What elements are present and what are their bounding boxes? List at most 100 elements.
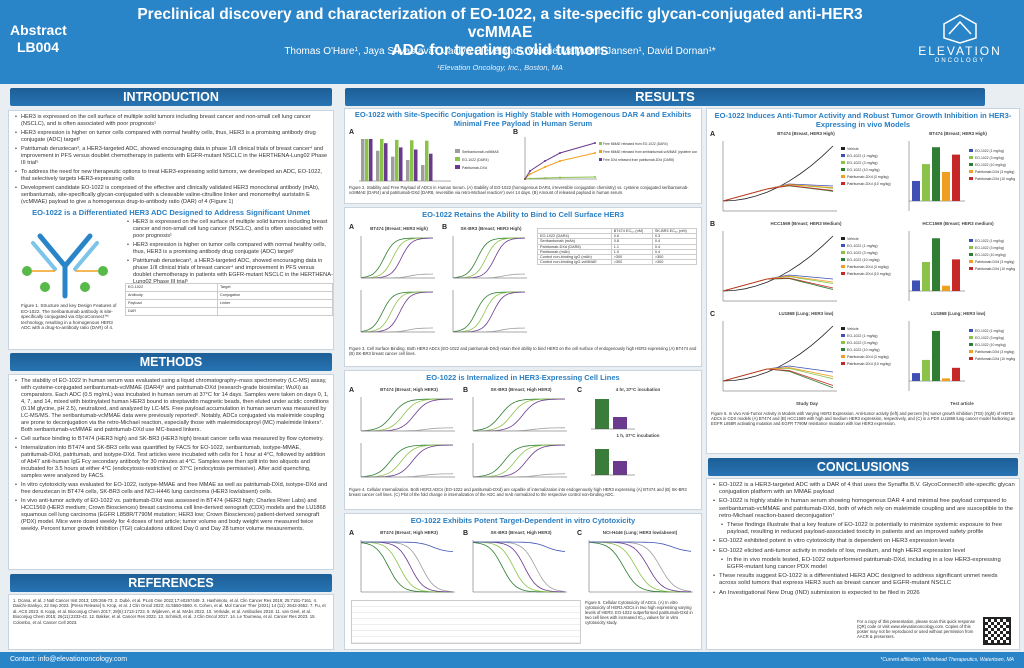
internalization-b-title: SK-BR3 (Breast; High HER3) — [490, 387, 552, 392]
curve-series — [588, 542, 691, 593]
curve-series — [473, 541, 565, 593]
growth-series — [722, 278, 834, 292]
in-vivo-xlabel: Study Day — [795, 401, 818, 406]
figure-5c-label: C — [577, 530, 583, 537]
curve-series — [361, 327, 433, 333]
figure-4a-label: A — [349, 387, 355, 394]
bar — [414, 149, 418, 181]
legend-swatch — [969, 343, 973, 346]
growth-series — [722, 185, 834, 202]
title-line-2: ADC for treating solid tumors — [391, 42, 609, 59]
growth-series — [722, 145, 834, 202]
in-vivo-bar-title: BT474 (Breast; HER3 High) — [929, 131, 987, 136]
in-vivo-line-title: BT474 (Breast, HER3 High) — [777, 131, 835, 136]
curve-series — [360, 541, 453, 593]
binding-curve-a1 — [360, 236, 435, 279]
affiliation-note: *Current affiliation: Whitehead Therapeu… — [880, 657, 1014, 663]
bar — [922, 359, 930, 381]
internalization-c-title-1: 4 hr, 37°C incubation — [615, 387, 661, 392]
abstract-id: LB004 — [16, 39, 60, 55]
table-cell: >300 — [651, 259, 698, 266]
bar — [613, 461, 627, 475]
curve-series — [361, 444, 453, 478]
intro-bullet: Patritumab deruxtecan³, a HER3-targeted … — [13, 146, 329, 167]
cytotox-curve-c — [588, 540, 693, 593]
legend-swatch — [969, 239, 973, 242]
curve-series — [473, 398, 566, 432]
curve-series — [472, 398, 565, 431]
legend-label: EO-1022 (10 mg/kg) — [975, 163, 1006, 167]
legend-label: Free MMAE released from EO-1022 (DAR4) — [603, 142, 668, 146]
legend-label: EO-1022 (10 mg/kg) — [975, 343, 1006, 347]
legend-swatch — [841, 265, 845, 268]
bar — [952, 259, 960, 291]
cytotox-b-title: SK-BR3 (Breast; High HER3) — [490, 530, 552, 535]
curve-series — [361, 444, 453, 478]
in-vivo-line-title: LU1868 (Lung; HER3 low) — [778, 311, 834, 316]
legend-label: Vehicle — [847, 237, 859, 241]
curve-series — [361, 427, 454, 432]
binding-curve-b2 — [452, 290, 527, 333]
curve-series — [472, 542, 565, 593]
methods-list: The stability of EO-1022 in human serum … — [13, 378, 329, 533]
legend-label: Patritumab-DXd (3 mg/kg) — [847, 355, 889, 359]
internalization-curve-a1 — [360, 397, 455, 432]
curve-series — [589, 541, 692, 592]
legend-label: EO-1022 (1 mg/kg) — [847, 154, 878, 158]
legend-label: EO-1022 (1 mg/kg) — [847, 244, 878, 248]
figure-4b-label: B — [463, 387, 469, 394]
binding-b-title: SK-BR3 (Breast; HER3 High) — [460, 226, 522, 231]
legend-label: Patritumab-DXd (3 mg/kg) — [847, 175, 889, 179]
in-vivo-line-title: HCC1569 (Breast; HER3 Medium) — [770, 221, 842, 226]
data-point — [594, 152, 596, 154]
legend-label: Patritumab-DXd (10 mg/kg) — [847, 182, 891, 186]
legend-swatch — [969, 260, 973, 263]
curve-series — [360, 398, 453, 432]
data-point — [529, 177, 531, 180]
legend-swatch — [841, 182, 845, 185]
curve-series — [453, 291, 525, 333]
legend-swatch — [599, 150, 602, 153]
bar — [942, 285, 950, 291]
growth-series — [722, 235, 834, 292]
bar — [932, 147, 940, 201]
legend-label: Patritumab-DXd (3 mg/kg) — [975, 350, 1014, 354]
curve-series — [589, 541, 691, 593]
legend-label: EO-1022 (1 mg/kg) — [847, 334, 878, 338]
in-vivo-bar-title: LU1868 (Lung; HER3 low) — [930, 311, 986, 316]
table-cell — [216, 307, 334, 316]
legend-swatch — [969, 246, 973, 249]
legend-label: Patritumab-DXd (10 mg/kg) — [847, 362, 891, 366]
legend-swatch — [969, 329, 973, 332]
legend-swatch — [969, 350, 973, 353]
introduction-list: HER3 is expressed on the cell surface of… — [13, 114, 329, 206]
curve-series — [361, 237, 433, 279]
curve-series — [453, 273, 525, 279]
methods-bullet: In vitro cytotoxicity was evaluated for … — [13, 482, 329, 496]
growth-series — [722, 368, 834, 386]
contact-email[interactable]: Contact: info@elevationoncology.com — [10, 656, 128, 663]
figure-5b-label: B — [463, 530, 469, 537]
qr-code[interactable] — [983, 617, 1011, 645]
legend-label: Patritumab-DXd (10 mg/kg) — [847, 272, 891, 276]
bar — [952, 367, 960, 381]
legend-swatch — [969, 170, 973, 173]
cytotox-curve-a — [360, 540, 455, 593]
table-cell: >300 — [610, 259, 653, 266]
legend-swatch — [841, 334, 845, 337]
figure-2b-label: B — [513, 129, 519, 136]
data-point — [529, 173, 531, 175]
intro-bullet: To address the need for new therapeutic … — [13, 169, 329, 183]
binding-ec50-table: BT474 EC₅₀ (nM) SK-BR3 EC₅₀ (nM) EO-1022… — [537, 227, 698, 266]
data-point — [594, 142, 596, 144]
figure-5a-label: A — [349, 530, 355, 537]
table-cell: DAR — [125, 307, 218, 316]
legend-swatch — [841, 355, 845, 358]
figure-6-panel-label: B — [710, 221, 716, 228]
bar — [410, 140, 414, 181]
internalization-panel: EO-1022 is Internalized in HER3-Expressi… — [344, 370, 702, 510]
curve-series — [453, 327, 526, 333]
elevation-logo: ELEVATION ONCOLOGY — [905, 14, 1015, 74]
table-cell: Target — [216, 283, 334, 292]
data-point — [544, 177, 546, 179]
